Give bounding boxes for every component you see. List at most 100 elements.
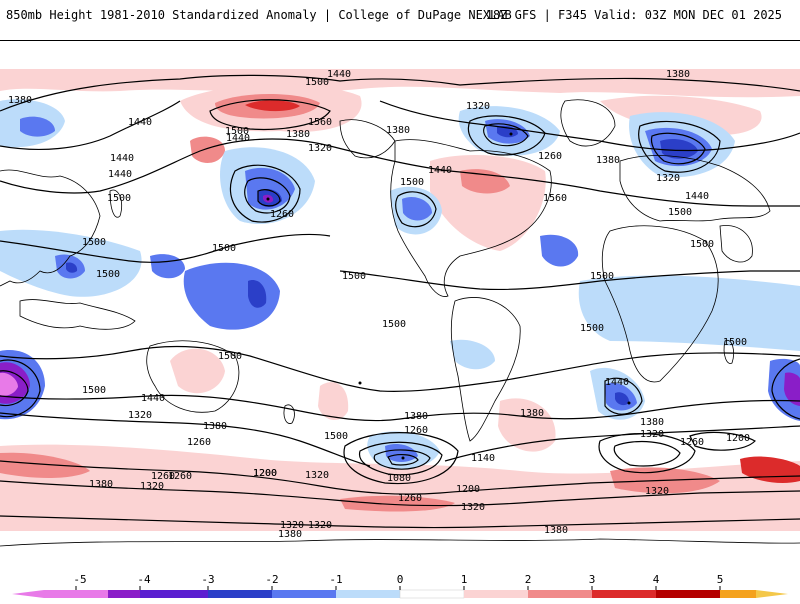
coast-asia-east: [0, 169, 101, 287]
colorbar-arrow-high: [756, 590, 788, 598]
colorbar: -5 -4 -3 -2 -1 0 1 2 3 4 5: [0, 570, 800, 600]
contour-low-se-1: [771, 358, 800, 420]
contour-label: 1260: [398, 493, 422, 504]
anomaly-neg-east-pacific-large: [183, 262, 280, 330]
colorbar-swatch-pos5: [720, 590, 756, 598]
contour-label: 1500: [82, 237, 106, 248]
low-center-marker: [509, 132, 513, 136]
contour-label: 1320: [640, 429, 664, 440]
contour-label: 1500: [580, 323, 604, 334]
anomaly-pos-band-south: [0, 444, 800, 531]
contour-labels: 1440 1500 1380 1380 1440 1440 1560 1500 …: [8, 69, 750, 540]
contour-label: 1380: [596, 155, 620, 166]
contour-low-sw-2: [0, 370, 29, 407]
contour-label: 1440: [108, 169, 132, 180]
anomaly-fills: [0, 69, 800, 531]
anomaly-neg-southwest-cyclone-max: [0, 372, 18, 396]
contour-label: 1380: [8, 95, 32, 106]
contour-label: 1380: [89, 479, 113, 490]
coast-antarctica: [0, 538, 800, 547]
contour-1560-ridge: [209, 99, 331, 130]
anomaly-map: 1440 1500 1380 1380 1440 1440 1560 1500 …: [0, 41, 800, 571]
model-valid-time: 18Z GFS | F345 Valid: 03Z MON DEC 01 202…: [485, 8, 782, 22]
contour-label: 1260: [270, 209, 294, 220]
contour-label: 1380: [203, 421, 227, 432]
colorbar-arrow-low: [12, 590, 44, 598]
colorbar-ticks: [75, 586, 721, 590]
contour-label: 1320: [140, 481, 164, 492]
contour-label: 1380: [544, 525, 568, 536]
contour-label: 1320: [128, 410, 152, 421]
contour-1380-antarctic: [0, 515, 800, 529]
coast-maritime-se-asia: [19, 299, 136, 330]
contour-low-sw-1: [0, 359, 41, 418]
contour-label: 1500: [82, 385, 106, 396]
contour-label: 1560: [543, 193, 567, 204]
contour-label: 1440: [428, 165, 452, 176]
contour-label: 1260: [404, 425, 428, 436]
contour-label: 1260: [168, 471, 192, 482]
contour-low-hudson-2: [483, 123, 529, 147]
contour-label: 1320: [645, 486, 669, 497]
contour-low-scand-1: [638, 120, 721, 173]
colorbar-swatch-neg2: [272, 590, 336, 598]
coast-japan: [109, 189, 123, 218]
contour-label: 1260: [187, 437, 211, 448]
contour-label: 1500: [107, 193, 131, 204]
contour-label: 1380: [404, 411, 428, 422]
coast-australia: [146, 340, 240, 413]
contour-label: 1500: [668, 207, 692, 218]
colorbar-label: 2: [525, 573, 532, 586]
colorbar-label: 3: [589, 573, 596, 586]
contour-label: 1320: [280, 520, 304, 531]
contour-low-np-2: [244, 177, 291, 214]
contour-label: 1440: [605, 377, 629, 388]
contour-label: 1080: [387, 473, 411, 484]
low-centers: [266, 132, 631, 460]
anomaly-neg-east-pacific-core: [248, 280, 267, 308]
contour-label: 1320: [656, 173, 680, 184]
colorbar-swatch-neg1: [336, 590, 400, 598]
low-center-marker: [358, 381, 362, 385]
contour-label: 1440: [226, 133, 250, 144]
contour-label: 1500: [690, 239, 714, 250]
anomaly-neg-tropical-west-max: [66, 262, 78, 273]
colorbar-swatch-pos4: [656, 590, 720, 598]
anomaly-pos-south-core4: [340, 495, 455, 512]
anomaly-pos-south-atlantic: [498, 398, 556, 452]
contour-1500-tropics-east: [339, 270, 800, 291]
contour-label: 1440: [110, 153, 134, 164]
colorbar-label: -1: [329, 573, 342, 586]
anomaly-pos-band-north: [0, 69, 800, 98]
coast-south-america: [450, 297, 521, 442]
contour-label: 1380: [520, 408, 544, 419]
anomaly-neg-southeast-cyclone-core: [784, 372, 800, 406]
contour-label: 1380: [278, 529, 302, 540]
coast-alaska: [339, 119, 396, 159]
anomaly-neg-arctic-west-core: [20, 116, 55, 137]
coast-greenland: [560, 99, 616, 147]
contour-1500-south-mid: [0, 345, 800, 392]
contour-low-np-3: [257, 189, 281, 207]
contour-label: 1500: [212, 243, 236, 254]
colorbar-swatch-neg3: [208, 590, 272, 598]
contour-low-sp-4: [387, 454, 419, 466]
header-bar: 850mb Height 1981-2010 Standardized Anom…: [0, 0, 800, 40]
contour-label: 1560: [308, 117, 332, 128]
contour-1500-subpolar: [0, 138, 800, 207]
anomaly-pos-south-core1: [0, 452, 90, 478]
contour-label: 1500: [590, 271, 614, 282]
contour-low-sp-2: [358, 441, 443, 476]
low-center-marker: [266, 197, 270, 201]
anomaly-pos-gulf-alaska-max: [245, 100, 300, 112]
contour-label: 1500: [382, 319, 406, 330]
contour-label: 1260: [680, 437, 704, 448]
low-center-marker: [627, 401, 631, 405]
colorbar-swatch-zero: [399, 589, 465, 599]
contour-low-si-west: [604, 377, 643, 415]
coast-madagascar: [723, 339, 734, 364]
contour-low-np-1: [229, 164, 301, 223]
colorbar-label: 4: [653, 573, 660, 586]
contour-label: 1500: [400, 177, 424, 188]
colorbar-label: -3: [201, 573, 214, 586]
